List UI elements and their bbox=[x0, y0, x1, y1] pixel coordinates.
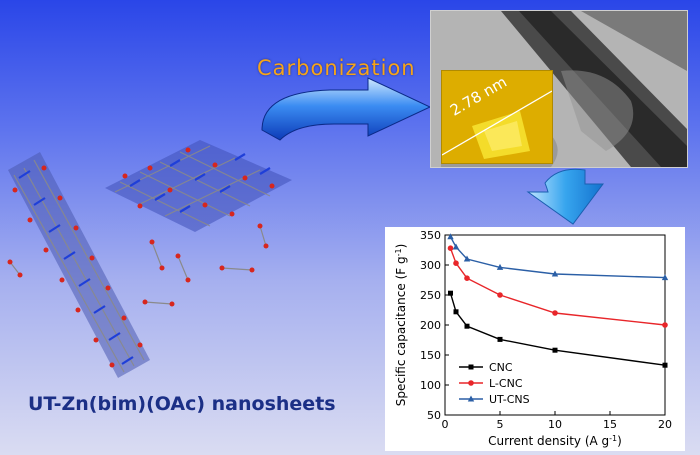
x-tick-label: 20 bbox=[658, 418, 672, 431]
down-arrow bbox=[526, 168, 604, 225]
chart-canvas: 50 100 150 200 250 300 350 0 5 10 15 20 Current dens… bbox=[394, 229, 673, 449]
series-line-ut-cns bbox=[449, 236, 666, 279]
carbonization-arrow bbox=[261, 77, 432, 141]
data-point bbox=[464, 275, 470, 281]
data-point bbox=[551, 270, 559, 277]
y-tick-label: 150 bbox=[420, 349, 441, 362]
x-axis-label-sup: -1 bbox=[609, 434, 617, 443]
data-point bbox=[497, 292, 503, 298]
y-tick-label: 350 bbox=[420, 229, 441, 242]
legend-marker bbox=[468, 380, 474, 386]
legend-marker bbox=[467, 395, 475, 402]
afm-inset bbox=[441, 70, 553, 164]
y-tick-label: 200 bbox=[420, 319, 441, 332]
x-tick-label: 5 bbox=[497, 418, 504, 431]
y-tick-label: 50 bbox=[427, 409, 441, 422]
data-point bbox=[453, 309, 459, 315]
data-point bbox=[552, 310, 558, 316]
legend-label: UT-CNS bbox=[489, 393, 530, 406]
nanosheet-vertical bbox=[8, 152, 150, 378]
nanosheet-horizontal bbox=[105, 140, 292, 232]
data-point bbox=[497, 336, 503, 342]
y-axis-label: Specific capacitance (F g-1) bbox=[394, 244, 409, 407]
data-point bbox=[662, 322, 668, 328]
x-axis-label: Current density (A g-1) bbox=[488, 434, 622, 449]
y-axis-label-sup: -1 bbox=[394, 248, 403, 256]
x-tick-label: 10 bbox=[548, 418, 562, 431]
data-point bbox=[448, 290, 453, 296]
x-tick-label: 15 bbox=[603, 418, 617, 431]
data-point bbox=[453, 260, 459, 266]
legend-label: L-CNC bbox=[489, 377, 523, 390]
data-point bbox=[552, 347, 558, 353]
legend-label: CNC bbox=[489, 361, 513, 374]
data-point bbox=[452, 243, 460, 250]
data-point bbox=[464, 323, 470, 329]
data-point bbox=[447, 233, 454, 240]
carbonization-label: Carbonization bbox=[257, 56, 416, 80]
data-point bbox=[661, 274, 669, 281]
data-point bbox=[463, 255, 471, 262]
data-point bbox=[496, 263, 504, 270]
legend-marker bbox=[468, 364, 474, 370]
x-tick-label: 0 bbox=[442, 418, 449, 431]
y-tick-label: 300 bbox=[420, 259, 441, 272]
series-line-cnc bbox=[449, 293, 666, 366]
y-tick-label: 250 bbox=[420, 289, 441, 302]
y-tick-label: 100 bbox=[420, 379, 441, 392]
capacitance-chart: 50 100 150 200 250 300 350 0 5 10 15 20 Current dens… bbox=[385, 227, 685, 451]
data-point bbox=[662, 362, 668, 368]
nanosheet-title: UT-Zn(bim)(OAc) nanosheets bbox=[28, 393, 336, 415]
data-point bbox=[447, 245, 454, 251]
acetate-fragments bbox=[7, 223, 269, 307]
